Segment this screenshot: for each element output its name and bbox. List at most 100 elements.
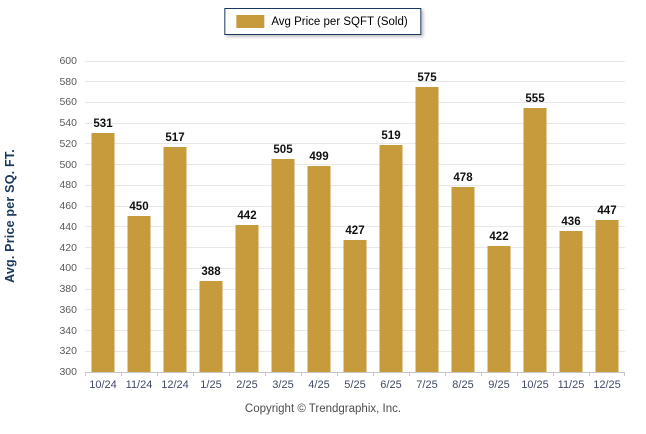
x-axis-tick <box>337 372 338 376</box>
y-tick-label: 480 <box>59 179 77 192</box>
gridline <box>85 81 625 83</box>
x-axis-tick <box>445 372 446 376</box>
y-tick-label: 420 <box>59 241 77 254</box>
x-axis-tick <box>301 372 302 376</box>
y-tick-label: 360 <box>59 303 77 316</box>
x-axis-tick <box>517 372 518 376</box>
x-axis-tick <box>589 372 590 376</box>
bar-value-label: 427 <box>345 225 365 237</box>
bar-value-label: 447 <box>597 205 617 217</box>
bar-value-label: 388 <box>201 266 221 278</box>
x-axis-tick <box>624 372 625 376</box>
bar-value-label: 442 <box>237 210 257 222</box>
bar-value-label: 517 <box>165 132 185 144</box>
y-axis-title: Avg. Price per SQ. FT. <box>3 149 17 283</box>
bar-value-label: 499 <box>309 151 329 163</box>
x-axis-tick <box>193 372 194 376</box>
bar <box>487 246 511 372</box>
x-tick-label: 6/25 <box>380 379 402 391</box>
gridline <box>85 164 625 166</box>
bar-value-label: 505 <box>273 144 293 156</box>
bar-value-label: 450 <box>129 201 149 213</box>
bar-slot: 422 <box>481 61 517 372</box>
x-tick-label: 5/25 <box>344 379 366 391</box>
bar <box>91 133 115 372</box>
x-tick-label: 9/25 <box>488 379 510 391</box>
gridline <box>85 60 625 62</box>
bar-slot: 499 <box>301 61 337 372</box>
bar-value-label: 478 <box>453 172 473 184</box>
gridline <box>85 101 625 103</box>
x-axis-tick <box>373 372 374 376</box>
bar-value-label: 422 <box>489 231 509 243</box>
bar <box>199 281 223 372</box>
x-axis-tick <box>553 372 554 376</box>
bar-slot: 555 <box>517 61 553 372</box>
bar-slot: 531 <box>85 61 121 372</box>
bar <box>127 216 151 372</box>
bar <box>523 108 547 372</box>
x-axis-tick <box>121 372 122 376</box>
x-axis-tick <box>265 372 266 376</box>
bar <box>235 225 259 372</box>
bar-value-label: 555 <box>525 93 545 105</box>
bar-slot: 450 <box>121 61 157 372</box>
y-tick-label: 340 <box>59 324 77 337</box>
y-tick-label: 500 <box>59 158 77 171</box>
plot-area: 300 320 340 360 380 400 420 440 460 480 500 520 540 5… <box>59 55 625 391</box>
bar <box>307 166 331 372</box>
x-tick-label: 11/25 <box>557 379 585 391</box>
legend-label: Avg Price per SQFT (Sold) <box>271 15 408 28</box>
y-tick-label: 560 <box>59 96 77 109</box>
x-axis-tick <box>481 372 482 376</box>
x-tick-label: 8/25 <box>452 379 474 391</box>
bar <box>163 147 187 372</box>
bar <box>451 187 475 372</box>
y-tick-label: 520 <box>59 137 77 150</box>
x-tick-label: 12/25 <box>593 379 621 391</box>
bar-value-label: 531 <box>93 118 113 130</box>
bar <box>595 220 619 372</box>
x-axis-line <box>85 372 625 373</box>
x-tick-label: 12/24 <box>161 379 189 391</box>
y-tick-label: 300 <box>59 366 77 378</box>
bar-slot: 575 <box>409 61 445 372</box>
gridline <box>85 184 625 186</box>
legend: Avg Price per SQFT (Sold) <box>224 8 422 35</box>
y-tick-label: 380 <box>59 283 77 296</box>
y-tick-label: 460 <box>59 200 77 213</box>
x-tick-label: 2/25 <box>236 379 258 391</box>
bar-slot: 517 <box>157 61 193 372</box>
gridline <box>85 226 625 228</box>
bar <box>343 240 367 372</box>
bar <box>415 87 439 372</box>
y-tick-label: 320 <box>59 345 77 358</box>
bar <box>559 231 583 372</box>
bar-slot: 447 <box>589 61 625 372</box>
legend-swatch-icon <box>236 15 265 28</box>
bar-slot: 427 <box>337 61 373 372</box>
bar-value-label: 436 <box>561 216 581 228</box>
y-tick-label: 580 <box>59 75 77 88</box>
x-tick-label: 1/25 <box>200 379 222 391</box>
y-tick-label: 440 <box>59 220 77 233</box>
bar-slot: 388 <box>193 61 229 372</box>
x-tick-label: 10/25 <box>521 379 549 391</box>
x-tick-label: 11/24 <box>125 379 153 391</box>
y-tick-label: 600 <box>59 55 77 67</box>
x-axis-tick <box>157 372 158 376</box>
bar-slot: 442 <box>229 61 265 372</box>
x-axis-tick <box>85 372 86 376</box>
x-tick-label: 10/24 <box>89 379 117 391</box>
gridline <box>85 143 625 145</box>
y-tick-label: 540 <box>59 117 77 130</box>
y-tick-label: 400 <box>59 262 77 275</box>
bar-slot: 436 <box>553 61 589 372</box>
bar-slot: 519 <box>373 61 409 372</box>
copyright-text: Copyright © Trendgraphix, Inc. <box>244 403 402 415</box>
bar-slot: 505 <box>265 61 301 372</box>
x-tick-label: 4/25 <box>308 379 330 391</box>
bar-value-label: 575 <box>417 72 437 84</box>
x-axis-tick <box>229 372 230 376</box>
